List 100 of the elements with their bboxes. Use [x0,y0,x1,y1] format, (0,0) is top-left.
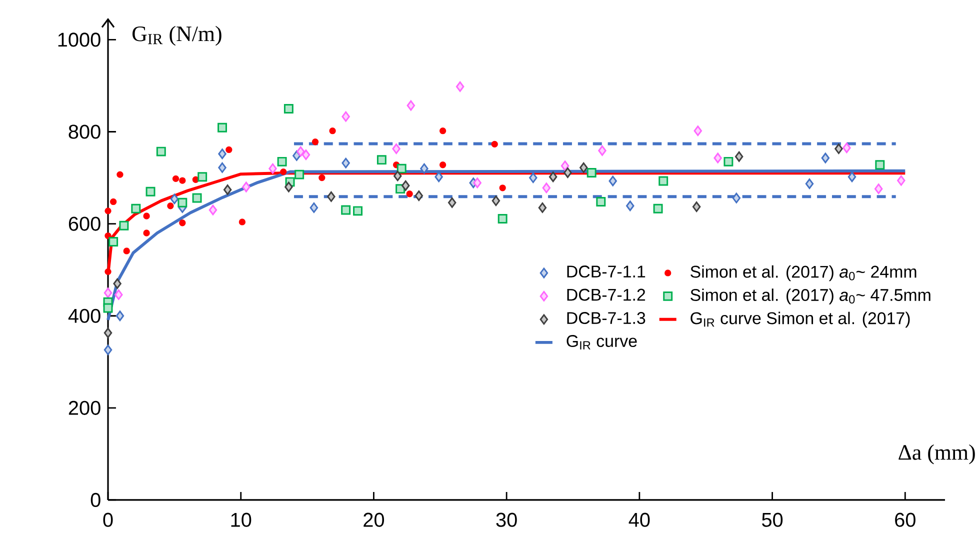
point [116,171,124,178]
point [586,168,596,178]
legend-label: G$_{IR}$ curve Simon et al. (2017) [690,312,910,328]
x-tick-label: 40 [628,512,650,527]
point [848,172,856,182]
point [724,156,734,166]
point [434,172,443,182]
legend-label: DCB-7-1.3 [567,312,646,324]
x-tick-label: 10 [231,512,252,527]
point [732,192,741,204]
point [842,142,851,154]
point [179,177,186,184]
y-tick-label: 400 [68,308,100,323]
x-tick-label: 50 [762,512,783,527]
point [296,146,305,157]
point [123,248,130,254]
point [376,155,386,165]
point [406,190,413,198]
x-tick-label: 60 [895,512,916,527]
point [394,170,402,182]
point [223,184,232,195]
point [103,303,113,313]
point [439,162,446,168]
point [104,328,112,338]
point [694,126,702,136]
point [104,344,112,356]
point [226,146,232,154]
point [329,127,336,134]
point [218,162,226,173]
point [104,268,112,276]
point [131,204,141,214]
point [734,151,744,162]
point [192,193,202,203]
point [596,196,606,206]
x-tick-label: 20 [364,512,384,527]
point [498,214,508,224]
point [439,127,446,134]
point [116,310,124,322]
point [875,160,885,170]
point [218,122,227,132]
point [318,174,326,182]
point [492,196,500,206]
point [396,164,406,174]
point [420,163,428,174]
y-axis-title: G$_{IR}$ (N/m) [132,26,222,46]
point [821,152,830,164]
y-tick-label: 200 [68,400,100,415]
point [198,172,208,182]
point [178,198,188,208]
point [167,202,174,210]
y-tick-label: 1000 [58,32,100,47]
point [499,184,506,192]
legend-label: Simon et al. (2017) a$_{0}$~ 47.5mm [690,288,930,304]
point [146,186,156,196]
point [341,205,351,215]
point [312,138,319,146]
point [114,289,123,300]
point [392,144,400,154]
point [692,202,701,212]
legend-label: DCB-7-1.1 [567,266,646,278]
y-tick-label: 800 [68,124,100,139]
point [608,176,617,186]
point [280,168,287,176]
point [626,200,634,212]
point [172,175,180,182]
point [448,197,456,208]
point [406,100,416,111]
x-axis-title: Δa (mm) [898,444,975,464]
point [242,182,250,192]
point [353,206,363,216]
legend-label: Simon et al. (2017) a$_{0}$~ 24mm [690,265,916,282]
y-tick-label: 0 [90,492,100,508]
point [874,184,883,194]
point [108,237,118,246]
point [119,220,129,230]
point [284,182,293,192]
point [294,170,304,180]
point [456,81,464,92]
point [805,178,814,189]
point [658,176,668,186]
y-tick-label: 600 [68,216,100,231]
point [834,144,843,154]
point [179,220,186,226]
legend-label: G$_{IR}$ curve [566,335,637,350]
point [104,232,112,240]
point [310,202,318,213]
point [538,202,547,213]
point [238,218,246,226]
point [302,150,310,160]
point [564,167,572,178]
point [143,212,150,220]
point [897,175,906,186]
point [268,163,277,174]
point [342,158,350,168]
point [529,172,538,184]
point [714,152,722,164]
point [542,182,551,194]
x-tick-label: 30 [496,512,517,527]
point [491,140,498,148]
legend-label: DCB-7-1.2 [567,288,646,301]
